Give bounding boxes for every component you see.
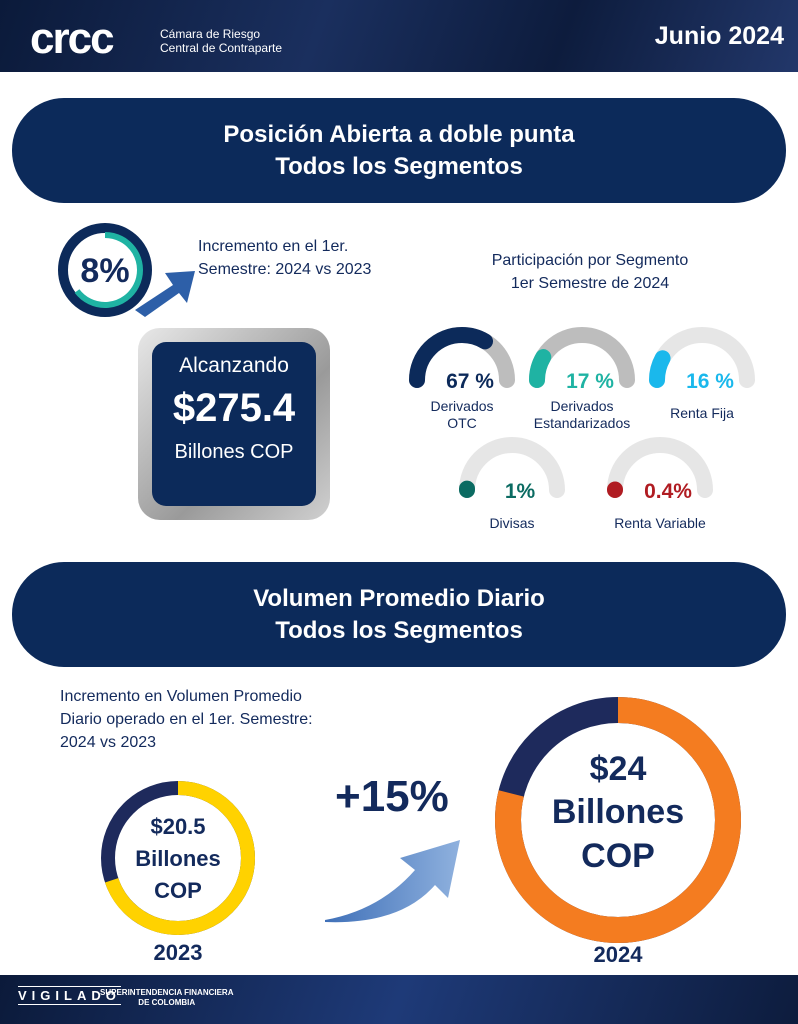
unit2-2023: COP	[154, 878, 202, 903]
gauge-value: 16 %	[686, 370, 734, 393]
increase-ring: 8%	[58, 223, 195, 317]
participation-title-line2: 1er Semestre de 2024	[510, 275, 670, 292]
gauge-value: 0.4%	[644, 480, 692, 503]
unit1-2024: Billones	[552, 793, 684, 831]
unit2-2024: COP	[581, 837, 655, 875]
gauge-label-line1: Derivados	[430, 398, 494, 414]
value-2023: $20.5	[150, 814, 205, 839]
box-label: Alcanzando	[179, 354, 289, 377]
section2-title-line2: Todos los Segmentos	[275, 616, 523, 644]
gauge-track	[607, 437, 713, 498]
gauge-fill	[409, 327, 515, 388]
volume-text-line3: 2024 vs 2023	[60, 734, 157, 751]
section2-title-line1: Volumen Promedio Diario	[253, 584, 545, 612]
increase-pct: 8%	[80, 252, 129, 290]
value-2024: $24	[590, 750, 647, 788]
org-line2: Central de Contraparte	[160, 41, 283, 55]
segment-gauges: 67 % 17 % 16 % 1% 0.4%	[409, 327, 755, 503]
gauge-label-line2: OTC	[447, 415, 477, 431]
growth-pct: +15%	[335, 772, 449, 821]
participation-title: Participación por Segmento 1er Semestre …	[440, 249, 740, 295]
gauge-value: 17 %	[566, 370, 614, 393]
increase-text-line2: Semestre: 2024 vs 2023	[198, 261, 372, 278]
crcc-logo: crcc	[30, 14, 115, 63]
sfc-line1: SUPERINTENDENCIA FINANCIERA	[100, 988, 234, 997]
sfc-line2: DE COLOMBIA	[138, 998, 196, 1007]
gauge-label: Renta Fija	[632, 405, 772, 422]
volume-text-line1: Incremento en Volumen Promedio	[60, 688, 302, 705]
unit1-2023: Billones	[135, 846, 221, 871]
gauge-fill	[529, 327, 635, 388]
gauge-0: 67 %	[409, 327, 515, 393]
section2-banner: Volumen Promedio Diario Todos los Segmen…	[12, 562, 786, 667]
vigilado-label: VIGILADO	[18, 986, 121, 1005]
total-box: Alcanzando $275.4 Billones COP	[138, 328, 330, 520]
gauge-label: Derivados OTC	[392, 398, 532, 432]
gauge-label-line1: Derivados	[550, 398, 614, 414]
gauge-label-line1: Divisas	[489, 515, 535, 531]
volume-text-line2: Diario operado en el 1er. Semestre:	[60, 711, 313, 728]
gauge-value: 67 %	[446, 370, 494, 393]
gauge-label: Renta Variable	[590, 515, 730, 532]
org-line1: Cámara de Riesgo	[160, 27, 261, 41]
sfc-label: SUPERINTENDENCIA FINANCIERA DE COLOMBIA	[100, 988, 234, 1008]
box-value: $275.4	[172, 386, 296, 430]
section1-title-line1: Posición Abierta a doble punta	[223, 120, 575, 148]
section1-title-line2: Todos los Segmentos	[275, 152, 523, 180]
increase-text-line1: Incremento en el 1er.	[198, 238, 349, 255]
footer-bar	[0, 975, 798, 1024]
participation-title-line1: Participación por Segmento	[491, 252, 689, 269]
gauge-label: Divisas	[442, 515, 582, 532]
section1-banner: Posición Abierta a doble punta Todos los…	[12, 98, 786, 203]
volume-text: Incremento en Volumen Promedio Diario op…	[60, 685, 360, 754]
gauge-value: 1%	[505, 480, 536, 503]
org-name: Cámara de Riesgo Central de Contraparte	[160, 27, 282, 55]
gauge-1: 17 %	[529, 327, 635, 393]
box-unit: Billones COP	[174, 441, 294, 463]
header-bar	[0, 0, 798, 72]
gauge-3: 1%	[459, 437, 565, 503]
gauge-label: Derivados Estandarizados	[512, 398, 652, 432]
year-2024: 2024	[593, 942, 643, 967]
gauge-track	[459, 437, 565, 498]
arrow-up-icon	[325, 840, 460, 923]
donut-2024: $24 Billones COP	[495, 697, 741, 943]
gauge-label-line1: Renta Variable	[614, 515, 706, 531]
year-2023: 2023	[153, 940, 203, 965]
arrow-up-icon	[135, 271, 195, 317]
donut-2023: $20.5 Billones COP	[101, 781, 255, 935]
period-label: Junio 2024	[654, 22, 784, 50]
gauge-2: 16 %	[649, 327, 755, 393]
gauge-label-line2: Estandarizados	[533, 415, 631, 431]
gauge-fill	[649, 327, 755, 388]
gauge-label-line1: Renta Fija	[670, 405, 734, 421]
gauge-4: 0.4%	[607, 437, 713, 503]
increase-text: Incremento en el 1er. Semestre: 2024 vs …	[198, 235, 418, 281]
